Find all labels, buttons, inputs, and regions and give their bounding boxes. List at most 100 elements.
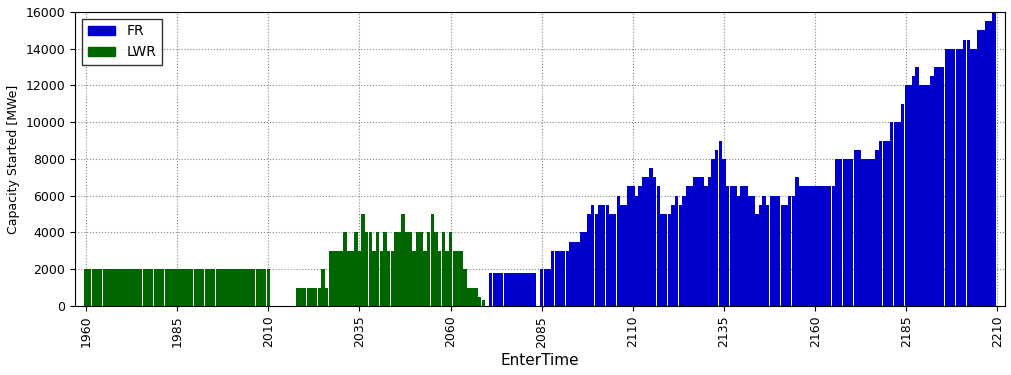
Bar: [641, 177, 645, 306]
X-axis label: EnterTime: EnterTime: [500, 353, 578, 368]
Bar: [110, 269, 113, 306]
Bar: [143, 269, 146, 306]
Bar: [540, 269, 543, 306]
Bar: [813, 186, 816, 306]
Bar: [845, 159, 849, 306]
Bar: [529, 273, 532, 306]
Bar: [139, 269, 143, 306]
Bar: [408, 232, 411, 306]
Bar: [165, 269, 168, 306]
Bar: [372, 251, 375, 306]
Bar: [834, 159, 838, 306]
Bar: [867, 159, 870, 306]
Y-axis label: Capacity Started [MWe]: Capacity Started [MWe]: [7, 84, 20, 234]
Bar: [459, 251, 463, 306]
Bar: [310, 288, 313, 306]
Bar: [361, 214, 364, 306]
Bar: [707, 177, 711, 306]
Bar: [558, 251, 561, 306]
Bar: [117, 269, 120, 306]
Bar: [550, 251, 554, 306]
Bar: [449, 232, 452, 306]
Bar: [299, 288, 302, 306]
Bar: [743, 186, 747, 306]
Bar: [204, 269, 208, 306]
Bar: [693, 177, 696, 306]
Bar: [263, 269, 266, 306]
Bar: [211, 269, 215, 306]
Bar: [605, 205, 609, 306]
Bar: [219, 269, 222, 306]
Bar: [667, 214, 670, 306]
Bar: [543, 269, 547, 306]
Bar: [831, 186, 834, 306]
Bar: [677, 205, 681, 306]
Bar: [503, 273, 507, 306]
Bar: [925, 86, 929, 306]
Bar: [725, 186, 729, 306]
Bar: [252, 269, 255, 306]
Bar: [99, 269, 102, 306]
Bar: [973, 49, 977, 306]
Bar: [609, 214, 612, 306]
Bar: [907, 86, 911, 306]
Bar: [135, 269, 139, 306]
Bar: [477, 297, 481, 306]
Bar: [911, 76, 914, 306]
Bar: [820, 186, 823, 306]
Bar: [470, 288, 474, 306]
Bar: [320, 269, 325, 306]
Bar: [889, 122, 893, 306]
Bar: [226, 269, 229, 306]
Bar: [842, 159, 845, 306]
Bar: [784, 205, 787, 306]
Bar: [915, 67, 918, 306]
Bar: [183, 269, 186, 306]
Bar: [113, 269, 117, 306]
Bar: [332, 251, 336, 306]
Bar: [806, 186, 809, 306]
Bar: [347, 251, 350, 306]
Bar: [620, 205, 623, 306]
Bar: [700, 177, 704, 306]
Bar: [201, 269, 204, 306]
Bar: [879, 141, 882, 306]
Bar: [856, 150, 859, 306]
Bar: [918, 86, 922, 306]
Bar: [576, 242, 579, 306]
Bar: [390, 251, 393, 306]
Bar: [951, 49, 954, 306]
Bar: [325, 288, 328, 306]
Bar: [147, 269, 150, 306]
Bar: [383, 232, 386, 306]
Bar: [623, 205, 627, 306]
Bar: [420, 232, 423, 306]
Bar: [754, 214, 758, 306]
Bar: [208, 269, 211, 306]
Bar: [547, 269, 550, 306]
Bar: [761, 196, 765, 306]
Bar: [245, 269, 248, 306]
Bar: [988, 21, 991, 306]
Bar: [150, 269, 154, 306]
Bar: [954, 49, 958, 306]
Bar: [583, 232, 586, 306]
Bar: [729, 186, 732, 306]
Bar: [696, 177, 700, 306]
Bar: [102, 269, 106, 306]
Bar: [904, 86, 907, 306]
Bar: [940, 67, 943, 306]
Bar: [788, 196, 791, 306]
Bar: [875, 150, 878, 306]
Bar: [933, 67, 936, 306]
Bar: [827, 186, 831, 306]
Bar: [168, 269, 172, 306]
Bar: [222, 269, 226, 306]
Bar: [190, 269, 193, 306]
Bar: [317, 288, 320, 306]
Bar: [565, 251, 568, 306]
Bar: [645, 177, 648, 306]
Bar: [791, 196, 795, 306]
Bar: [452, 251, 456, 306]
Bar: [499, 273, 502, 306]
